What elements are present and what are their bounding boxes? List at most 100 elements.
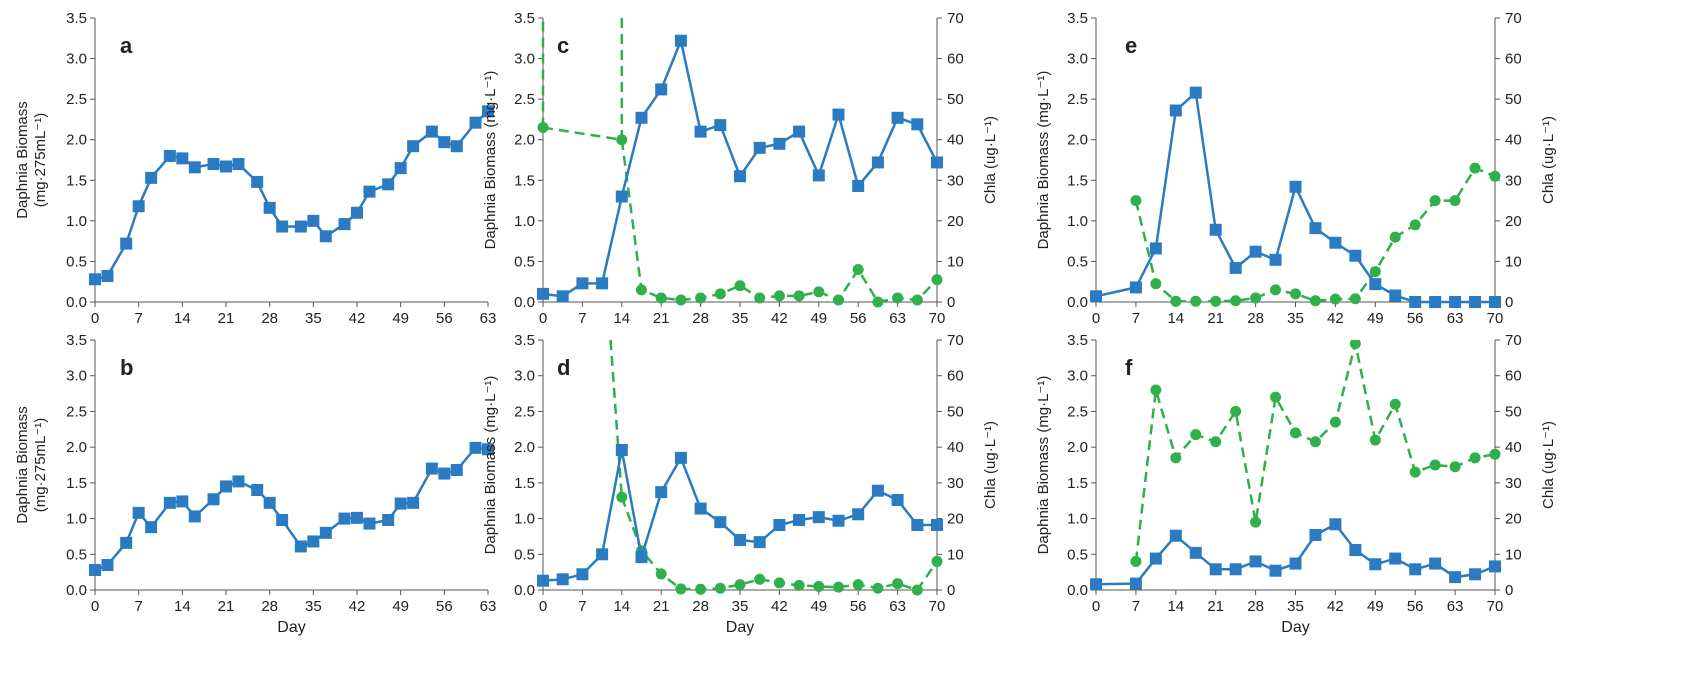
daphnia-point <box>163 149 176 162</box>
daphnia-point <box>655 83 668 96</box>
x-tick-label: 21 <box>1207 310 1224 327</box>
chla-point <box>695 292 707 304</box>
daphnia-point <box>145 171 158 184</box>
chla-point <box>1489 170 1501 182</box>
chla-point <box>931 555 943 567</box>
panel-b: 0.0 0.5 1.0 1.5 2.0 2.5 3.0 3.5 0 7 14 21 28 35 42 49 56… <box>14 332 496 636</box>
chla-point <box>1130 555 1142 567</box>
chla-point <box>616 134 628 146</box>
y-tick-label: 0.0 <box>66 582 87 599</box>
y-tick-label: 3.0 <box>514 368 535 385</box>
x-tick-label: 21 <box>653 310 670 327</box>
daphnia-point <box>1169 529 1182 542</box>
chla-point <box>793 290 805 302</box>
chla-point <box>1130 195 1142 207</box>
daphnia-line <box>94 110 489 281</box>
daphnia-point <box>176 495 189 508</box>
chla-point <box>1210 436 1222 448</box>
daphnia-point <box>89 564 101 576</box>
y-tick-label: 3.0 <box>514 51 535 68</box>
daphnia-point <box>1090 290 1102 303</box>
panel-f: 0.00.51.01.52.02.53.03.50102030405060700… <box>1035 332 1557 636</box>
y2-axis-title: Chla (ug·L⁻¹) <box>1540 421 1557 509</box>
x-tick-label: 49 <box>810 310 827 327</box>
plot-area <box>89 105 494 286</box>
chla-point <box>1429 459 1441 471</box>
y-tick-label: 0.5 <box>66 253 87 270</box>
chla-point <box>1190 295 1202 307</box>
y2-axis-title: Chla (ug·L⁻¹) <box>1540 116 1557 204</box>
chla-point <box>1150 278 1162 290</box>
daphnia-point <box>263 496 276 509</box>
chla-point <box>872 296 884 308</box>
daphnia-point <box>1129 281 1142 294</box>
daphnia-point <box>176 152 189 165</box>
x-tick-label: 56 <box>1407 598 1424 615</box>
y-tick-label: 2.5 <box>1067 403 1088 420</box>
plot-area <box>1090 86 1501 308</box>
x-axis-title: Day <box>277 619 305 636</box>
daphnia-point <box>407 496 420 509</box>
y-tick-label: 0.0 <box>1067 294 1088 311</box>
y-tick-label: 1.5 <box>514 475 535 492</box>
y-tick-label: 2.5 <box>66 91 87 108</box>
chla-point <box>675 294 687 306</box>
x-tick-label: 49 <box>392 598 409 615</box>
chla-point <box>1469 452 1481 464</box>
x-tick-label: 28 <box>1247 310 1264 327</box>
daphnia-point <box>1209 563 1222 576</box>
y-tick-label: 0.0 <box>514 294 535 311</box>
daphnia-point <box>1469 568 1482 581</box>
chla-line <box>542 126 938 304</box>
daphnia-point <box>307 214 320 227</box>
daphnia-point <box>871 156 884 169</box>
chla-point <box>616 491 628 503</box>
daphnia-point <box>1409 296 1422 308</box>
y-tick-label: 0.5 <box>66 546 87 563</box>
chla-point <box>1309 436 1321 448</box>
daphnia-point <box>812 169 825 182</box>
y2-tick-label: 0 <box>1505 294 1513 311</box>
chla-point <box>833 581 844 593</box>
y-tick-label: 3.5 <box>1067 332 1088 349</box>
x-tick-label: 63 <box>1447 310 1464 327</box>
daphnia-point <box>469 116 482 129</box>
daphnia-point <box>1090 578 1102 591</box>
y-tick-label: 0.0 <box>1067 582 1088 599</box>
chla-point <box>931 274 943 286</box>
x-tick-label: 0 <box>539 598 547 615</box>
chla-point <box>1230 405 1242 417</box>
daphnia-point <box>163 496 176 509</box>
daphnia-point <box>1209 223 1222 236</box>
y2-tick-label: 10 <box>947 546 964 563</box>
y2-tick-label: 30 <box>947 475 964 492</box>
x-tick-label: 28 <box>692 598 709 615</box>
x-tick-label: 42 <box>771 310 788 327</box>
y2-tick-label: 50 <box>1505 91 1522 108</box>
panel-letter-f: f <box>1125 355 1133 380</box>
y-tick-label: 3.5 <box>514 10 535 27</box>
y2-tick-label: 20 <box>947 213 964 230</box>
y-axis-title: Daphnia Biomass <box>14 406 31 524</box>
daphnia-point <box>793 514 806 526</box>
y-axis-title: Daphnia Biomass (mg·L⁻¹) <box>482 376 499 555</box>
chla-point <box>1329 293 1341 305</box>
chla-point <box>813 580 825 592</box>
chla-point <box>852 579 864 591</box>
chla-point <box>1429 195 1441 207</box>
x-tick-label: 21 <box>653 598 670 615</box>
x-tick-label: 49 <box>392 310 409 327</box>
daphnia-point <box>1289 180 1302 193</box>
x-tick-label: 56 <box>850 598 867 615</box>
x-tick-label: 70 <box>929 310 946 327</box>
chla-point <box>1290 288 1301 300</box>
daphnia-point <box>1489 296 1501 308</box>
y-tick-label: 2.5 <box>514 403 535 420</box>
x-tick-label: 42 <box>1327 310 1344 327</box>
chla-point <box>911 294 923 306</box>
daphnia-point <box>425 125 438 138</box>
plot-area <box>1090 340 1501 591</box>
daphnia-point <box>1369 558 1382 571</box>
daphnia-point <box>407 140 420 153</box>
daphnia-point <box>674 451 687 464</box>
